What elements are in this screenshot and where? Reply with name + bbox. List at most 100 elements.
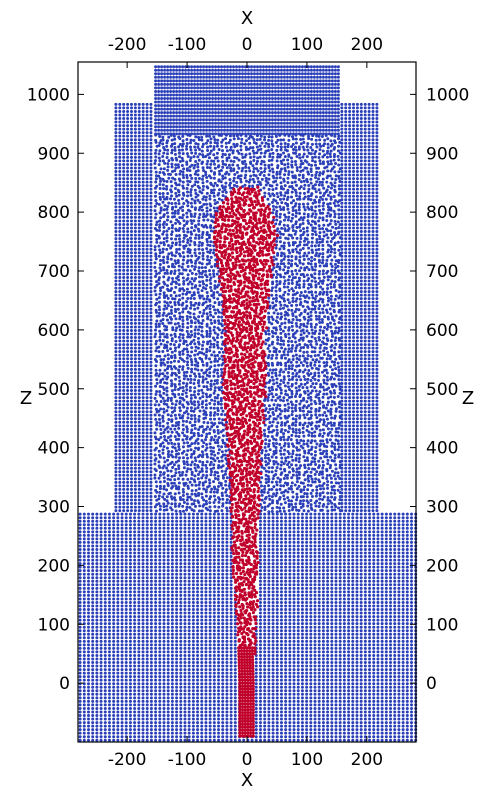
point-2665 xyxy=(170,618,174,622)
point-2833 xyxy=(229,611,233,615)
point-3028 xyxy=(91,600,95,604)
point-906 xyxy=(267,699,271,703)
point-3101 xyxy=(78,597,82,601)
point-1509 xyxy=(166,671,170,675)
point-1805 xyxy=(116,657,120,661)
point-2358 xyxy=(175,632,179,636)
point-2803 xyxy=(103,611,107,615)
point-4456 xyxy=(82,533,86,537)
point-1935 xyxy=(355,653,359,657)
point-258 xyxy=(154,728,158,732)
point-2877 xyxy=(95,608,99,612)
point-1184 xyxy=(112,685,116,689)
point-2378 xyxy=(275,632,279,636)
point-2157 xyxy=(317,643,321,647)
point-878 xyxy=(137,699,141,703)
point-1176 xyxy=(78,685,82,689)
point-223 xyxy=(347,731,351,735)
point-285 xyxy=(279,728,283,732)
point-1208 xyxy=(212,685,216,689)
point-3735 xyxy=(204,569,208,573)
point-1668 xyxy=(187,664,191,668)
point-343 xyxy=(183,724,187,728)
point-4335 xyxy=(204,540,208,544)
point-2840 xyxy=(279,611,283,615)
point-1770 xyxy=(309,661,313,665)
point-4973 xyxy=(389,512,393,516)
point-1476 xyxy=(368,675,372,679)
point-1515 xyxy=(191,671,195,675)
point-4016 xyxy=(124,555,128,559)
point-10 xyxy=(120,738,124,742)
point-2539 xyxy=(305,625,309,629)
point-1099 xyxy=(82,689,86,693)
point-2316 xyxy=(338,636,342,640)
point-4943 xyxy=(263,512,267,516)
point-3177 xyxy=(78,593,82,597)
point-3885 xyxy=(204,562,208,566)
point-4634 xyxy=(200,526,204,530)
point-3289 xyxy=(229,590,233,594)
point-2139 xyxy=(225,643,229,647)
point-561 xyxy=(116,714,120,718)
point-3096 xyxy=(397,600,401,604)
point-4569 xyxy=(267,530,271,534)
point-371 xyxy=(313,724,317,728)
point-91 xyxy=(120,735,124,739)
point-2305 xyxy=(292,636,296,640)
point-1709 xyxy=(376,664,380,668)
point-1299 xyxy=(279,682,283,686)
point-999 xyxy=(330,696,334,700)
point-907 xyxy=(271,699,275,703)
point-4782 xyxy=(191,519,195,523)
point-1152 xyxy=(317,689,321,693)
point-3321 xyxy=(384,590,388,594)
point-3061 xyxy=(229,600,233,604)
point-638 xyxy=(112,710,116,714)
point-3855 xyxy=(78,562,82,566)
point-4434 xyxy=(330,537,334,541)
point-2398 xyxy=(359,632,363,636)
point-3090 xyxy=(372,600,376,604)
point-1098 xyxy=(78,689,82,693)
point-4367 xyxy=(363,540,367,544)
point-440 xyxy=(275,721,279,725)
point-496 xyxy=(170,717,174,721)
point-2713 xyxy=(389,618,393,622)
point-860 xyxy=(401,703,405,707)
point-3225 xyxy=(300,593,304,597)
point-3283 xyxy=(204,590,208,594)
point-2772 xyxy=(313,615,317,619)
point-394 xyxy=(410,724,414,728)
point-3918 xyxy=(368,562,372,566)
point-522 xyxy=(292,717,296,721)
point-4362 xyxy=(342,540,346,544)
point-3141 xyxy=(267,597,271,601)
point-1 xyxy=(82,738,86,742)
point-843 xyxy=(330,703,334,707)
point-3500 xyxy=(162,579,166,583)
point-4491 xyxy=(229,533,233,537)
point-1680 xyxy=(254,664,258,668)
point-2333 xyxy=(410,636,414,640)
point-1806 xyxy=(120,657,124,661)
point-3162 xyxy=(355,597,359,601)
point-2511 xyxy=(170,625,174,629)
point-212 xyxy=(300,731,304,735)
point-3325 xyxy=(401,590,405,594)
point-1930 xyxy=(334,653,338,657)
point-3330 xyxy=(82,586,86,590)
point-1990 xyxy=(263,650,267,654)
point-3456 xyxy=(317,583,321,587)
point-2842 xyxy=(288,611,292,615)
point-4649 xyxy=(288,526,292,530)
point-2396 xyxy=(351,632,355,636)
point-1819 xyxy=(175,657,179,661)
point-3579 xyxy=(179,576,183,580)
point-3155 xyxy=(326,597,330,601)
point-1110 xyxy=(128,689,132,693)
point-2154 xyxy=(305,643,309,647)
point-1526 xyxy=(254,671,258,675)
point-2198 xyxy=(149,639,153,643)
point-1259 xyxy=(99,682,103,686)
